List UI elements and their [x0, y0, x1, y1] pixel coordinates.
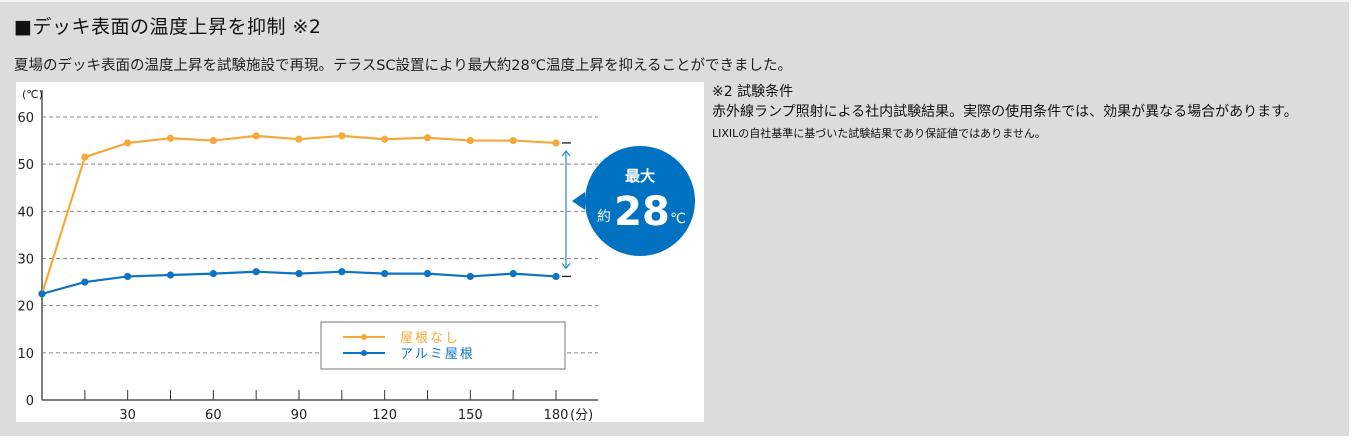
- data-point: [509, 136, 517, 145]
- data-point: [81, 278, 89, 286]
- callout-label: 最大: [625, 167, 655, 185]
- y-tick-label: 10: [17, 347, 34, 362]
- data-point: [381, 269, 389, 278]
- data-point: [209, 269, 217, 278]
- data-point: [509, 269, 517, 278]
- callout-prefix: 約: [597, 209, 611, 225]
- data-point: [466, 272, 474, 281]
- data-point: [124, 139, 132, 147]
- data-point: [466, 136, 474, 145]
- notes-body: 赤外線ランプ照射による社内試験結果。実際の使用条件では、効果が異なる場合がありま…: [712, 104, 1298, 120]
- legend-label: 屋根なし: [400, 331, 460, 346]
- callout-pointer: [572, 192, 585, 210]
- data-point: [252, 268, 260, 276]
- data-point: [124, 272, 132, 281]
- x-tick-label: 150: [458, 408, 483, 422]
- data-point: [38, 290, 46, 298]
- y-tick-label: 40: [17, 205, 34, 220]
- lead-text: 夏場のデッキ表面の温度上昇を試験施設で再現。テラスSC設置により最大約28℃温度…: [14, 58, 793, 74]
- arrow-head-down-icon: [561, 263, 571, 270]
- test-conditions-notes: ※2 試験条件 赤外線ランプ照射による社内試験結果。実際の使用条件では、効果が異…: [712, 82, 1342, 143]
- data-point: [423, 134, 432, 142]
- x-axis-unit: (分): [570, 408, 593, 422]
- y-tick-label: 60: [17, 111, 34, 126]
- x-tick-label: 120: [372, 408, 397, 422]
- data-point: [295, 269, 303, 278]
- arrow-head-up-icon: [561, 149, 571, 157]
- temperature-chart: 0 10 20 30 40 50 60 (℃) 30 60 90 120 150 180 (分) 最大約 28 ℃…: [16, 82, 704, 423]
- notes-disclaimer: LIXILの自社基準に基づいた試験結果であり保証値ではありません。: [712, 127, 1046, 140]
- legend-box: [320, 321, 566, 370]
- data-point: [381, 135, 389, 143]
- x-tick-label: 180: [544, 408, 569, 422]
- section-panel: ■デッキ表面の温度上昇を抑制 ※2 夏場のデッキ表面の温度上昇を試験施設で再現。…: [0, 0, 1349, 436]
- y-tick-label: 20: [17, 300, 34, 315]
- data-point: [166, 271, 175, 279]
- data-point: [252, 132, 260, 140]
- data-point: [423, 269, 432, 278]
- y-tick-label: 0: [26, 394, 34, 409]
- data-point: [552, 272, 560, 281]
- data-point: [81, 153, 89, 161]
- y-tick-label: 30: [17, 253, 34, 268]
- section-heading: ■デッキ表面の温度上昇を抑制 ※2: [14, 16, 322, 38]
- data-point: [166, 134, 175, 142]
- callout-value: 28: [614, 189, 670, 235]
- notes-heading: ※2 試験条件: [712, 84, 794, 100]
- callout-bubble: [585, 146, 695, 256]
- x-tick-label: 30: [119, 408, 136, 422]
- y-tick-label: 50: [17, 158, 34, 173]
- legend-marker: [361, 334, 367, 340]
- callout-unit: ℃: [670, 211, 686, 227]
- x-tick-label: 90: [291, 408, 308, 422]
- chart-svg: 0 10 20 30 40 50 60 (℃) 30 60 90 120 150 180 (分) 最大約 28 ℃…: [17, 88, 695, 423]
- x-tick-label: 60: [205, 408, 222, 422]
- legend-marker: [361, 350, 367, 356]
- data-point: [338, 132, 346, 140]
- legend-label: アルミ屋根: [400, 347, 475, 362]
- data-point: [552, 139, 560, 147]
- y-axis-unit: (℃): [22, 88, 43, 101]
- data-point: [338, 268, 346, 276]
- data-point: [295, 135, 303, 143]
- data-point: [209, 136, 217, 145]
